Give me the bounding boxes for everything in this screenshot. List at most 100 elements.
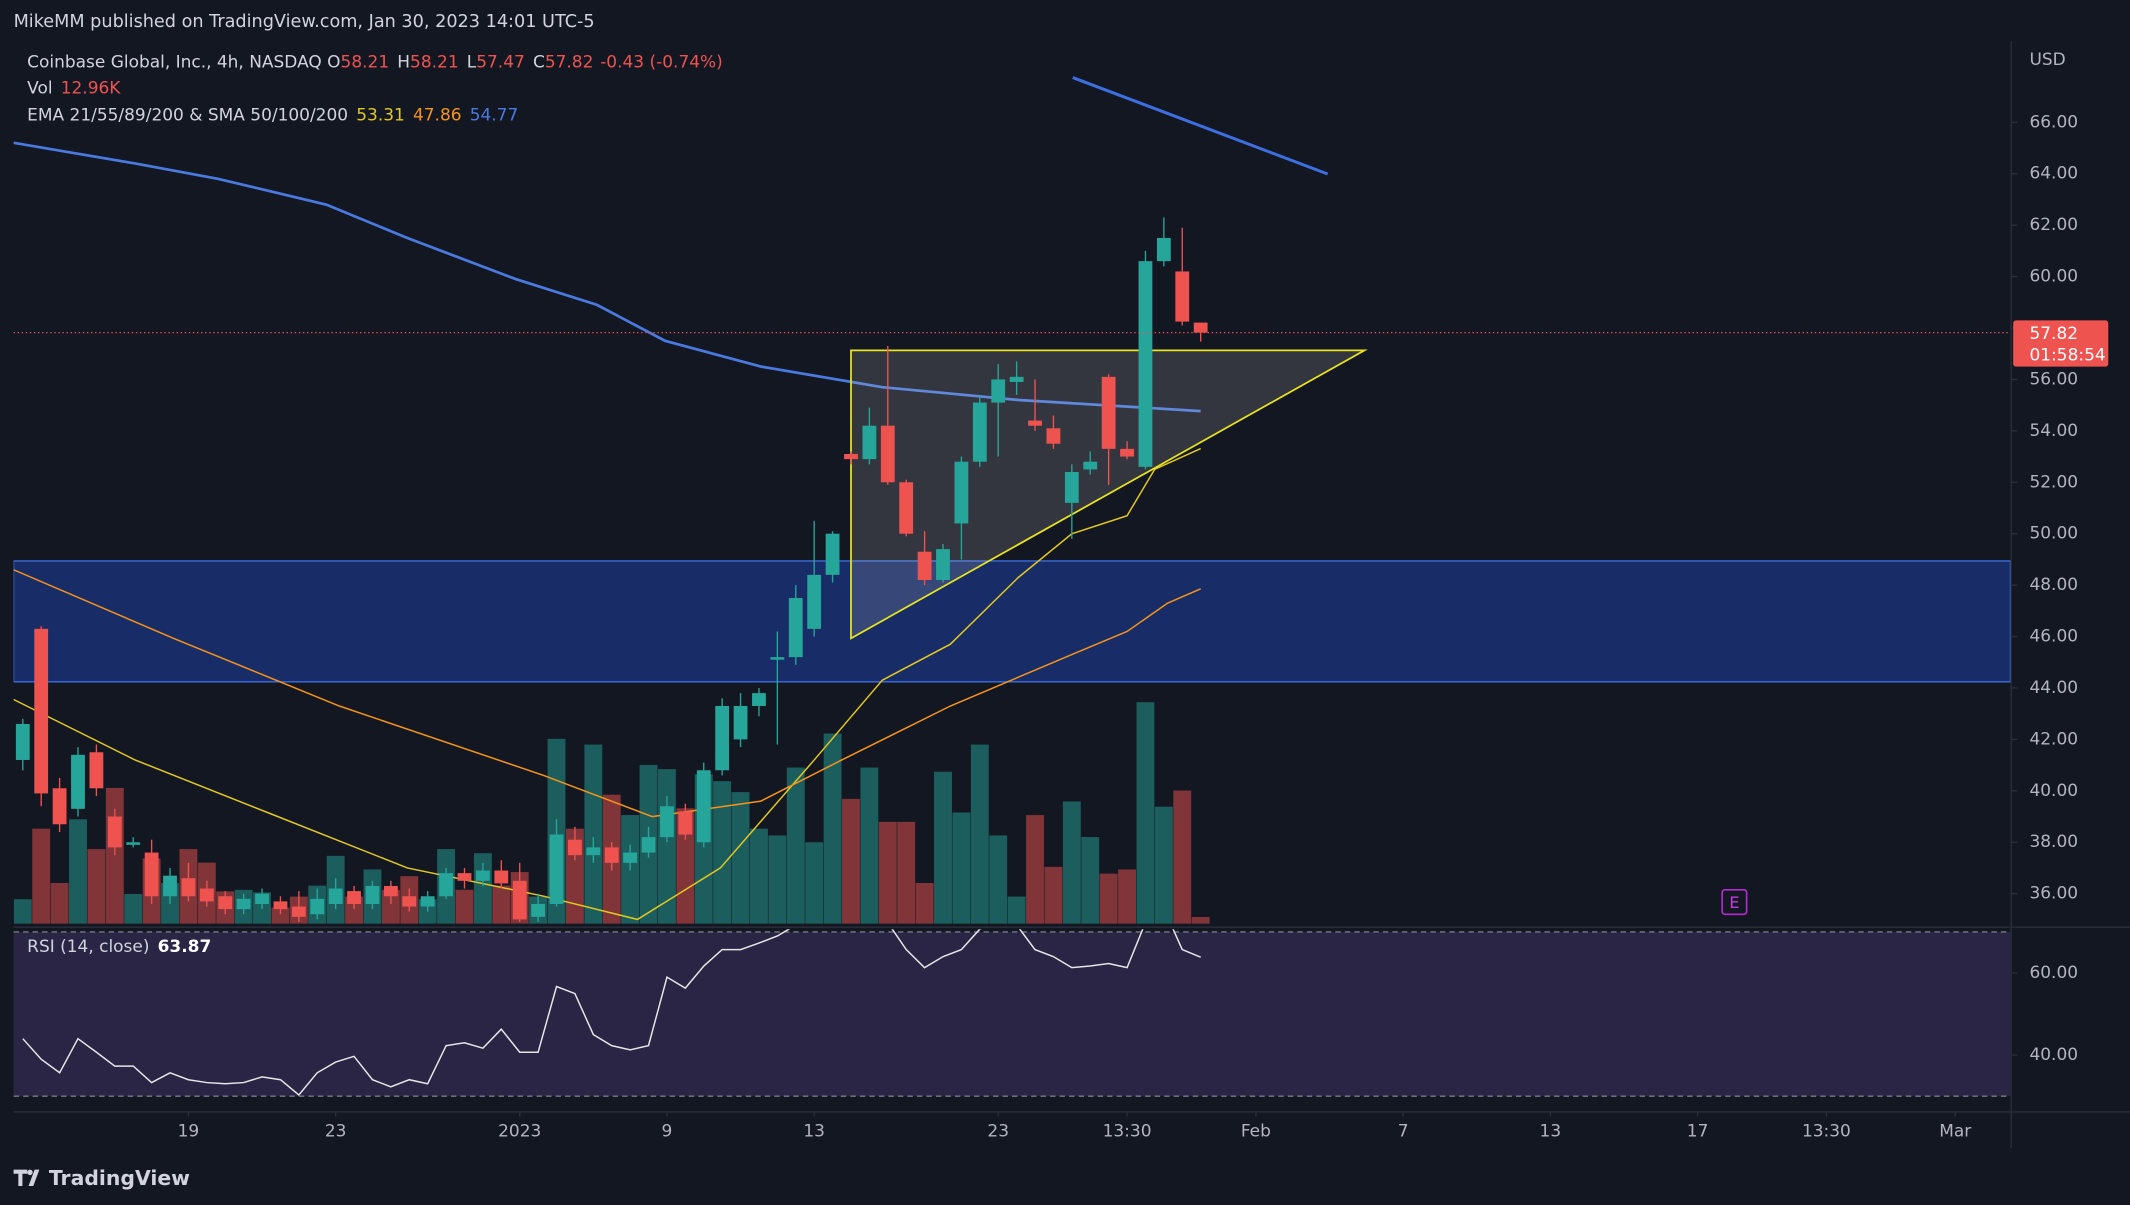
ma-name: EMA 21/55/89/200 & SMA 50/100/200 (27, 106, 348, 126)
rsi-name: RSI (14, close) (27, 937, 149, 957)
x-tick-label: 19 (178, 1122, 200, 1142)
candle-body (402, 896, 417, 907)
candle-body (899, 482, 914, 534)
rsi-tick-label: 60.00 (2029, 963, 2078, 983)
symbol: Coinbase Global, Inc., 4h, NASDAQ (27, 53, 322, 73)
x-tick-label: Mar (1939, 1122, 1971, 1142)
candle-body (1083, 461, 1098, 470)
rsi-value: 63.87 (158, 937, 212, 957)
volume-bar (970, 744, 989, 924)
earnings-marker[interactable] (1721, 888, 1748, 916)
ma-value: 53.31 (356, 106, 405, 126)
x-tick-label: 13:30 (1103, 1122, 1152, 1142)
volume-value: 12.96K (61, 78, 122, 98)
volume-bar (455, 889, 474, 924)
x-tick-label: Feb (1241, 1122, 1271, 1142)
candle-body (862, 425, 877, 460)
candle-body (954, 461, 969, 524)
candle-body (181, 878, 196, 897)
volume-bar (1044, 866, 1063, 924)
y-tick-label: 36.00 (2029, 884, 2078, 904)
candle-body (420, 896, 435, 907)
y-tick-label: 40.00 (2029, 781, 2078, 801)
volume-bar (860, 767, 879, 924)
candle-body (273, 901, 288, 910)
change: -0.43 (600, 53, 644, 73)
candle-body (531, 903, 546, 917)
x-tick-label: 13 (803, 1122, 825, 1142)
x-tick-label: 2023 (498, 1122, 541, 1142)
candle-body (568, 839, 582, 856)
volume-bar (878, 821, 897, 924)
candle-body (972, 402, 987, 462)
candle-body (1138, 261, 1153, 467)
ma-legend: EMA 21/55/89/200 & SMA 50/100/200 53.31 47… (27, 106, 518, 126)
volume-bar (952, 812, 971, 924)
currency: USD (2029, 50, 2065, 70)
volume-bar (584, 744, 603, 924)
ma-value: 54.77 (470, 106, 519, 126)
candle-body (71, 754, 85, 809)
ohlc-value: 57.47 (476, 53, 525, 73)
volume-bar (1118, 869, 1136, 924)
symbol-legend: Coinbase Global, Inc., 4h, NASDAQ O58.21 H… (27, 53, 723, 73)
volume-bar (842, 798, 860, 924)
volume-bar (381, 889, 400, 924)
volume-bar (989, 835, 1008, 924)
candle-body (1156, 238, 1171, 262)
x-tick-label: 23 (325, 1122, 347, 1142)
x-tick-label: 17 (1687, 1122, 1709, 1142)
support-zone (13, 560, 2011, 683)
brand-logo (13, 1169, 40, 1186)
candle-body (917, 551, 932, 580)
candle-body (199, 888, 214, 902)
y-tick-label: 44.00 (2029, 678, 2078, 698)
volume-bar (1081, 837, 1100, 924)
ohlc-label: L (467, 53, 477, 73)
y-tick-label: 64.00 (2029, 164, 2078, 184)
candle-body (126, 842, 141, 845)
x-tick-label: 13 (1540, 1122, 1562, 1142)
countdown: 01:58:54 (2029, 346, 2105, 366)
rsi-legend: RSI (14, close) 63.87 (27, 937, 211, 957)
candle-body (328, 888, 343, 904)
y-tick-label: 66.00 (2029, 112, 2078, 132)
candle-body (310, 898, 325, 915)
y-tick-label: 52.00 (2029, 472, 2078, 492)
candle-body (291, 906, 306, 917)
candle-body (475, 870, 490, 881)
rsi-layer (13, 929, 2011, 1097)
candle-body (825, 533, 840, 575)
candle-body (494, 870, 509, 884)
y-tick-label: 50.00 (2029, 524, 2078, 544)
volume-bar (676, 808, 695, 924)
candle-body (1120, 448, 1134, 457)
candle-body (512, 880, 527, 920)
earnings-label: E (1729, 893, 1739, 912)
volume-bar (1191, 916, 1210, 924)
price-label-box (2013, 320, 2109, 367)
volume-bar (786, 767, 805, 924)
y-tick-label: 54.00 (2029, 421, 2078, 441)
volume-name: Vol (27, 78, 52, 98)
candle-body (623, 852, 638, 863)
price-label: 57.82 (2029, 324, 2078, 344)
candle-body (15, 723, 30, 760)
moving-average (13, 141, 1201, 413)
y-tick-label: 60.00 (2029, 267, 2078, 287)
ohlc-value: 58.21 (410, 53, 459, 73)
candle-body (218, 896, 233, 910)
volume-legend: Vol 12.96K (27, 78, 121, 98)
candle-body (144, 852, 159, 897)
volume-bar (731, 792, 750, 924)
rsi-tick-label: 40.00 (2029, 1045, 2078, 1065)
volume-bar (1173, 790, 1192, 924)
ohlc-label: C (533, 53, 545, 73)
x-tick-label: 13:30 (1802, 1122, 1851, 1142)
ohlc-value: 57.82 (545, 53, 594, 73)
candle-body (604, 847, 619, 863)
candle-body (1028, 420, 1042, 426)
candle-body (383, 885, 398, 897)
